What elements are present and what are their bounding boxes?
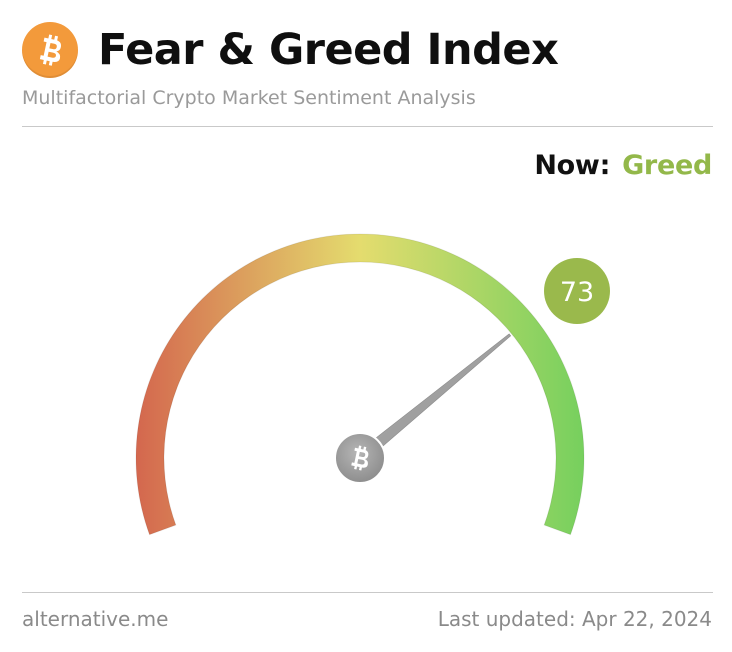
page-title: Fear & Greed Index [98,25,559,75]
title-row: Fear & Greed Index [22,22,712,78]
gauge-arc [135,233,585,536]
now-label: Now: [534,150,611,181]
header-divider [22,126,713,127]
classification-label: Greed [622,150,712,181]
page-subtitle: Multifactorial Crypto Market Sentiment A… [22,87,476,109]
current-status: Now: Greed [534,146,712,186]
gauge-hub-bitcoin-icon [334,432,386,484]
source-label: alternative.me [22,607,169,631]
value-badge: 73 [544,258,610,324]
bitcoin-logo-icon [22,22,78,78]
footer-divider [22,592,713,593]
last-updated: Last updated: Apr 22, 2024 [437,607,712,631]
header: Fear & Greed Index Multifactorial Crypto… [22,22,712,110]
index-value: 73 [560,277,594,308]
